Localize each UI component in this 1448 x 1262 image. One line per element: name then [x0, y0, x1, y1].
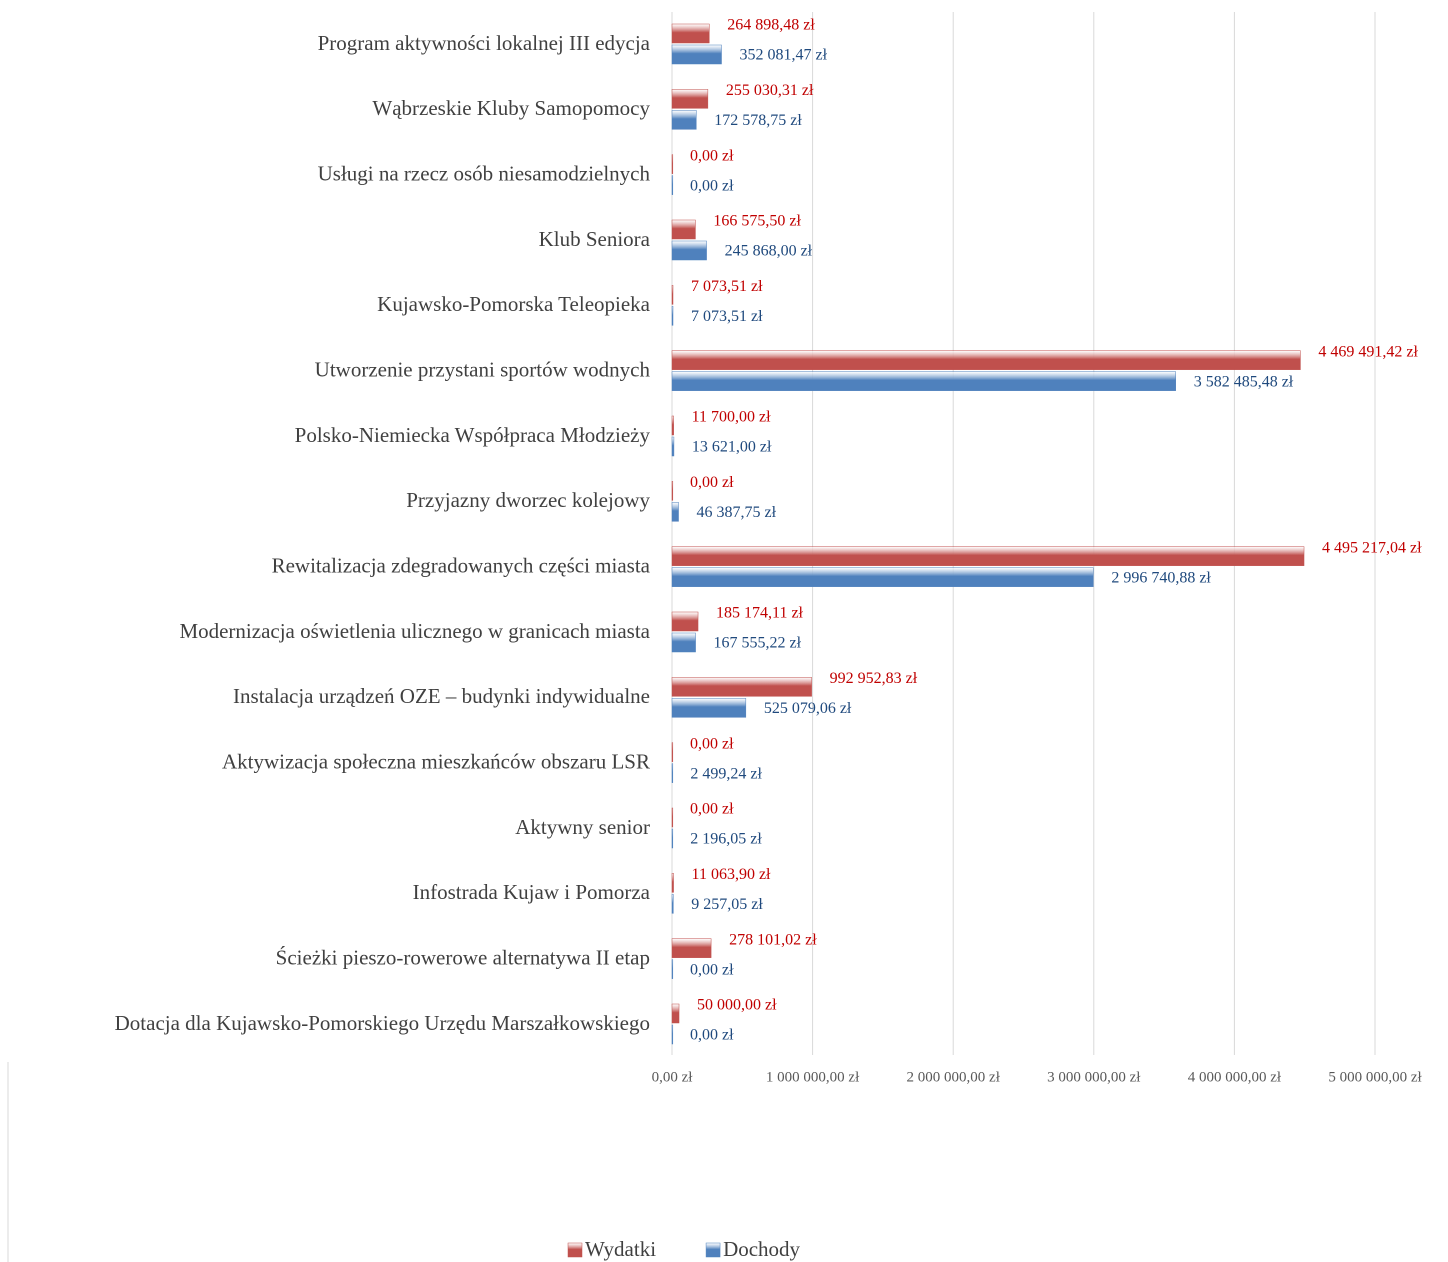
category-label: Program aktywności lokalnej III edycja [318, 31, 651, 55]
data-label: 7 073,51 zł [691, 308, 763, 325]
bar [671, 828, 674, 849]
data-label: 13 621,00 zł [692, 439, 772, 456]
data-label: 0,00 zł [690, 177, 734, 194]
category-label: Dotacja dla Kujawsko-Pomorskiego Urzędu … [115, 1011, 650, 1035]
category-label: Kujawsko-Pomorska Teleopieka [377, 292, 651, 316]
bar [671, 44, 722, 65]
bar [671, 502, 679, 522]
bar [671, 285, 674, 305]
data-label: 7 073,51 zł [691, 278, 763, 295]
bar [671, 677, 812, 697]
category-label: Ścieżki pieszo-rowerowe alternatywa II e… [276, 945, 650, 969]
data-label: 278 101,02 zł [729, 931, 817, 948]
bar [671, 219, 696, 240]
bar [671, 240, 707, 261]
bar [671, 567, 1094, 587]
bar [671, 611, 699, 632]
x-tick-label: 4 000 000,00 zł [1188, 1069, 1282, 1085]
legend-label: Dochody [723, 1237, 800, 1261]
data-label: 3 582 485,48 zł [1194, 373, 1294, 390]
data-label: 11 063,90 zł [692, 866, 772, 883]
x-tick-label: 5 000 000,00 zł [1328, 1069, 1422, 1085]
bar [671, 938, 712, 958]
category-label: Polsko-Niemiecka Współpraca Młodzieży [295, 423, 651, 447]
category-label: Modernizacja oświetlenia ulicznego w gra… [179, 619, 650, 643]
bar [671, 959, 674, 979]
bar [671, 350, 1301, 370]
bar [671, 415, 674, 436]
bar [671, 23, 710, 44]
data-label: 185 174,11 zł [716, 605, 804, 622]
category-label: Przyjazny dworzec kolejowy [406, 488, 650, 512]
data-label: 255 030,31 zł [726, 82, 814, 99]
category-label: Infostrada Kujaw i Pomorza [413, 880, 651, 904]
data-label: 166 575,50 zł [713, 213, 801, 230]
data-label: 9 257,05 zł [691, 896, 763, 913]
data-label: 525 079,06 zł [764, 700, 852, 717]
bar [671, 481, 674, 501]
x-tick-label: 0,00 zł [652, 1069, 694, 1085]
category-label: Klub Seniora [539, 227, 651, 251]
bar [671, 436, 675, 457]
bar [671, 175, 674, 195]
data-label: 0,00 zł [690, 147, 734, 164]
bar [671, 89, 709, 109]
data-label: 245 868,00 zł [725, 243, 813, 260]
bar [671, 632, 696, 653]
data-label: 352 081,47 zł [740, 47, 828, 64]
data-label: 2 499,24 zł [690, 765, 762, 782]
data-label: 4 495 217,04 zł [1322, 539, 1422, 556]
x-tick-label: 3 000 000,00 zł [1047, 1069, 1141, 1085]
category-label: Instalacja urządzeń OZE – budynki indywi… [233, 684, 650, 708]
data-label: 11 700,00 zł [692, 409, 772, 426]
x-tick-label: 1 000 000,00 zł [766, 1069, 860, 1085]
category-label: Aktywizacja społeczna mieszkańców obszar… [222, 749, 650, 773]
category-label: Utworzenie przystani sportów wodnych [315, 357, 651, 381]
bar [671, 110, 697, 130]
bar [671, 1024, 674, 1045]
data-label: 992 952,83 zł [830, 670, 918, 687]
data-label: 264 898,48 zł [727, 17, 815, 34]
bar [671, 546, 1305, 566]
bar [671, 306, 674, 326]
category-label: Aktywny senior [515, 815, 650, 839]
data-label: 0,00 zł [690, 801, 734, 818]
bar [671, 1003, 680, 1024]
legend-label: Wydatki [585, 1237, 656, 1261]
data-label: 0,00 zł [690, 474, 734, 491]
data-label: 50 000,00 zł [697, 997, 777, 1014]
legend-swatch [567, 1242, 583, 1258]
data-label: 46 387,75 zł [697, 504, 777, 521]
data-label: 167 555,22 zł [714, 635, 802, 652]
bar [671, 698, 747, 718]
category-label: Wąbrzeskie Kluby Samopomocy [372, 96, 650, 120]
x-tick-label: 2 000 000,00 zł [907, 1069, 1001, 1085]
bar [671, 763, 674, 783]
data-label: 172 578,75 zł [714, 112, 802, 129]
category-label: Usługi na rzecz osób niesamodzielnych [318, 161, 651, 185]
data-label: 4 469 491,42 zł [1318, 343, 1418, 360]
data-label: 2 196,05 zł [690, 831, 762, 848]
data-label: 2 996 740,88 zł [1111, 569, 1211, 586]
bar [671, 807, 674, 828]
data-label: 0,00 zł [690, 961, 734, 978]
data-label: 0,00 zł [690, 1027, 734, 1044]
bar [671, 154, 674, 174]
bar [671, 371, 1176, 391]
data-label: 0,00 zł [690, 735, 734, 752]
legend-swatch [705, 1242, 721, 1258]
bar [671, 742, 674, 762]
bar [671, 873, 674, 893]
category-label: Rewitalizacja zdegradowanych części mias… [272, 553, 651, 577]
bar [671, 894, 674, 914]
